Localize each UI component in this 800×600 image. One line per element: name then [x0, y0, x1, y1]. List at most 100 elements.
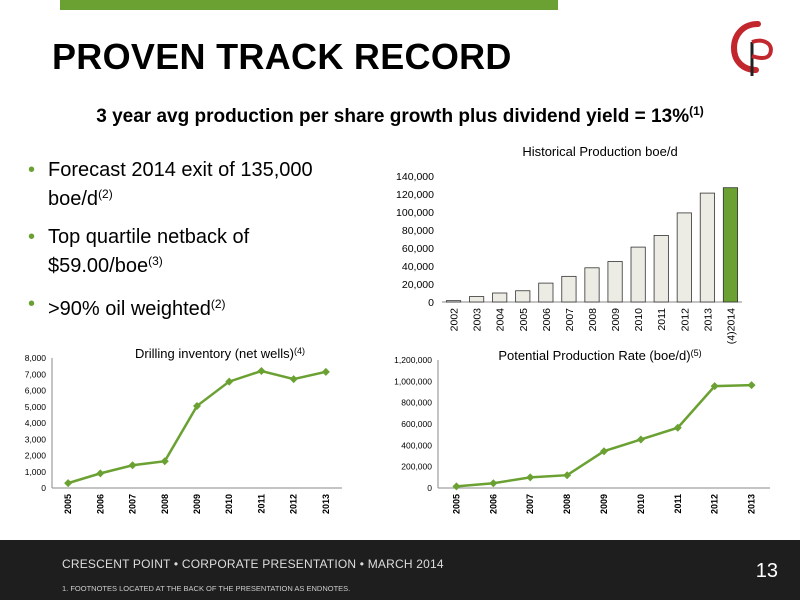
bar	[469, 296, 485, 303]
x-tick-label: 2011	[673, 494, 683, 514]
y-tick-label: 80,000	[402, 225, 434, 237]
x-tick-label: 2012	[710, 494, 720, 514]
x-tick-label: 2013	[747, 494, 757, 514]
y-tick-label: 5,000	[25, 402, 47, 412]
x-tick-label: 2006	[95, 494, 105, 514]
y-tick-label: 400,000	[401, 440, 432, 450]
footnote-text: 1. FOOTNOTES LOCATED AT THE BACK OF THE …	[62, 584, 351, 593]
y-tick-label: 1,000	[25, 467, 47, 477]
historical-production-chart: 0 20,000 40,000 60,000 80,000 100,000 120,000 1…	[396, 171, 742, 344]
bar	[492, 292, 508, 303]
y-tick-label: 7,000	[25, 369, 47, 379]
data-point	[160, 457, 169, 466]
data-point	[526, 473, 535, 482]
data-point	[225, 377, 234, 386]
page-number: 13	[755, 560, 778, 582]
production-rate-chart: 0 200,000 400,000 600,000 800,000 1,000,000 1,…	[394, 355, 770, 514]
slide-subtitle: 3 year avg production per share growth p…	[0, 104, 800, 128]
bar	[676, 212, 692, 303]
x-tick-label: 2006	[488, 494, 498, 514]
x-tick-label: 2008	[562, 494, 572, 514]
bullet-item: • >90% oil weighted(2)	[24, 292, 344, 321]
x-tick-label: 2005	[518, 308, 530, 332]
data-point	[710, 382, 719, 391]
x-tick-label: 2006	[541, 308, 553, 332]
production-rate-footnote-ref: (5)	[690, 348, 702, 358]
data-point	[64, 479, 73, 488]
y-tick-label: 0	[428, 297, 434, 309]
y-tick-label: 1,000,000	[394, 376, 432, 386]
x-tick-label: 2002	[449, 308, 461, 332]
data-point	[747, 381, 756, 390]
bar	[515, 290, 531, 303]
x-tick-label: 2010	[633, 308, 645, 332]
bar	[584, 267, 600, 303]
bullet-item: • Top quartile netback of $59.00/boe(3)	[24, 225, 344, 278]
bar	[561, 275, 577, 303]
bullet-footnote-ref: (2)	[210, 297, 226, 311]
bullet-text: Top quartile netback of $59.00/boe	[48, 226, 250, 277]
y-tick-label: 2,000	[25, 451, 47, 461]
y-tick-label: 8,000	[25, 353, 47, 363]
bullet-icon: •	[28, 226, 36, 248]
y-tick-label: 20,000	[402, 279, 434, 291]
x-tick-label: 2010	[224, 494, 234, 514]
y-tick-label: 120,000	[396, 189, 434, 201]
bullet-footnote-ref: (2)	[98, 187, 113, 201]
x-tick-label: 2009	[610, 308, 622, 332]
y-tick-label: 140,000	[396, 171, 434, 183]
data-point	[289, 375, 298, 384]
bar	[538, 282, 554, 303]
data-point	[128, 461, 137, 470]
top-accent-bar	[60, 0, 558, 10]
bullet-text: Forecast 2014 exit of 135,000 boe/d	[48, 159, 313, 210]
production-rate-title-text: Potential Production Rate (boe/d)	[498, 348, 691, 363]
bullet-footnote-ref: (3)	[148, 254, 163, 268]
x-tick-label: 2012	[679, 308, 691, 332]
x-tick-label: 2004	[495, 308, 507, 332]
y-tick-label: 40,000	[402, 261, 434, 273]
data-point	[96, 469, 105, 478]
x-tick-label: 2011	[656, 308, 668, 331]
data-point	[600, 447, 608, 456]
slide-title: PROVEN TRACK RECORD	[52, 36, 512, 77]
crescent-point-logo-icon	[730, 21, 773, 76]
y-tick-label: 60,000	[402, 243, 434, 255]
y-tick-label: 0	[41, 483, 46, 493]
x-tick-label: 2007	[525, 494, 535, 514]
bar	[653, 235, 669, 303]
data-point	[489, 479, 498, 488]
bar	[445, 300, 462, 303]
drilling-inventory-footnote-ref: (4)	[293, 346, 305, 356]
data-point	[193, 401, 201, 410]
subtitle-footnote-ref: (1)	[689, 104, 704, 118]
y-tick-label: 0	[427, 483, 432, 493]
production-rate-title: Potential Production Rate (boe/d)(5)	[440, 348, 760, 363]
y-tick-label: 800,000	[401, 398, 432, 408]
y-tick-label: 4,000	[25, 418, 47, 428]
x-tick-label: 2010	[636, 494, 646, 514]
data-point	[321, 367, 330, 376]
y-tick-label: 3,000	[25, 434, 47, 444]
historical-production-title: Historical Production boe/d	[522, 144, 678, 159]
bullet-list: • Forecast 2014 exit of 135,000 boe/d(2) …	[24, 158, 344, 335]
series-line	[456, 383, 752, 488]
x-tick-label: 2012	[289, 494, 299, 514]
x-tick-label: 2008	[160, 494, 170, 514]
data-point	[636, 435, 645, 444]
x-tick-label: 2007	[128, 494, 138, 514]
series-line	[67, 369, 327, 485]
x-tick-label: 2008	[587, 308, 599, 332]
bar	[630, 246, 646, 303]
x-tick-label: 2005	[451, 494, 461, 514]
bullet-icon: •	[28, 293, 36, 315]
data-point	[452, 482, 461, 491]
y-tick-label: 600,000	[401, 419, 432, 429]
bullet-item: • Forecast 2014 exit of 135,000 boe/d(2)	[24, 158, 344, 211]
y-tick-label: 200,000	[401, 462, 432, 472]
y-tick-label: 100,000	[396, 207, 434, 219]
x-tick-label: 2013	[321, 494, 331, 514]
data-point	[257, 367, 266, 375]
x-tick-label: 2011	[256, 494, 266, 514]
footer-bar	[0, 540, 800, 600]
